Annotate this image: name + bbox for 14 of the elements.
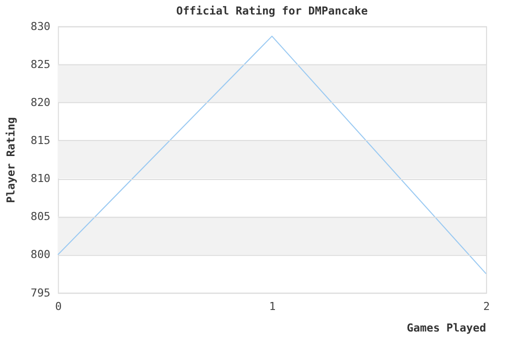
x-tick-label: 1 — [269, 300, 276, 314]
x-tick-label: 0 — [55, 300, 62, 314]
y-axis-title: Player Rating — [4, 117, 18, 203]
x-axis-title: Games Played — [406, 322, 486, 335]
y-tick-label: 825 — [30, 58, 50, 71]
y-tick-label: 795 — [30, 286, 50, 300]
y-tick-label: 820 — [30, 96, 50, 109]
y-tick-label: 830 — [30, 20, 50, 33]
y-tick-label: 800 — [30, 248, 50, 262]
chart-title: Official Rating for DMPancake — [176, 4, 368, 18]
y-tick-label: 805 — [30, 210, 50, 224]
y-tick-label: 815 — [30, 134, 50, 147]
x-tick-label: 2 — [483, 300, 490, 314]
y-tick-label: 810 — [30, 172, 50, 186]
